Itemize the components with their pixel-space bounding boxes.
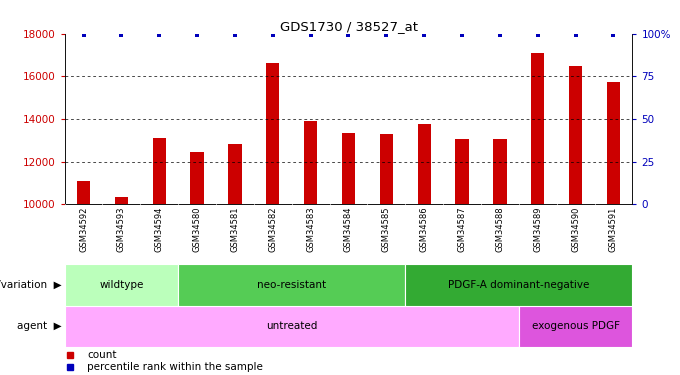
- Bar: [115, 197, 128, 204]
- Text: wildtype: wildtype: [99, 280, 143, 290]
- Bar: [266, 63, 279, 204]
- Bar: [531, 53, 545, 204]
- Bar: [228, 144, 241, 204]
- Bar: [456, 140, 469, 204]
- Text: GSM34581: GSM34581: [231, 206, 239, 252]
- Text: GSM34582: GSM34582: [269, 206, 277, 252]
- Text: GSM34589: GSM34589: [533, 206, 542, 252]
- Text: GSM34584: GSM34584: [344, 206, 353, 252]
- Bar: [178, 264, 405, 306]
- Text: GSM34583: GSM34583: [306, 206, 315, 252]
- Bar: [65, 306, 519, 347]
- Text: GSM34590: GSM34590: [571, 206, 580, 252]
- Text: GSM34587: GSM34587: [458, 206, 466, 252]
- Text: agent  ▶: agent ▶: [16, 321, 61, 331]
- Bar: [190, 152, 204, 204]
- Text: GSM34594: GSM34594: [155, 206, 164, 252]
- Text: untreated: untreated: [266, 321, 318, 331]
- Text: percentile rank within the sample: percentile rank within the sample: [87, 362, 263, 372]
- Text: GSM34592: GSM34592: [79, 206, 88, 252]
- Bar: [379, 134, 393, 204]
- Bar: [418, 124, 431, 204]
- Text: GSM34591: GSM34591: [609, 206, 618, 252]
- Text: exogenous PDGF: exogenous PDGF: [532, 321, 619, 331]
- Title: GDS1730 / 38527_at: GDS1730 / 38527_at: [279, 20, 418, 33]
- Text: neo-resistant: neo-resistant: [257, 280, 326, 290]
- Bar: [569, 66, 582, 204]
- Text: count: count: [87, 350, 117, 360]
- Bar: [152, 138, 166, 204]
- Text: genotype/variation  ▶: genotype/variation ▶: [0, 280, 61, 290]
- Text: PDGF-A dominant-negative: PDGF-A dominant-negative: [448, 280, 590, 290]
- Bar: [493, 140, 507, 204]
- Text: GSM34586: GSM34586: [420, 206, 428, 252]
- Bar: [405, 264, 632, 306]
- Text: GSM34588: GSM34588: [496, 206, 505, 252]
- Bar: [607, 82, 620, 204]
- Text: GSM34580: GSM34580: [192, 206, 201, 252]
- Text: GSM34585: GSM34585: [382, 206, 391, 252]
- Bar: [65, 264, 178, 306]
- Bar: [519, 306, 632, 347]
- Bar: [342, 133, 355, 204]
- Bar: [304, 121, 318, 204]
- Text: GSM34593: GSM34593: [117, 206, 126, 252]
- Bar: [77, 181, 90, 204]
